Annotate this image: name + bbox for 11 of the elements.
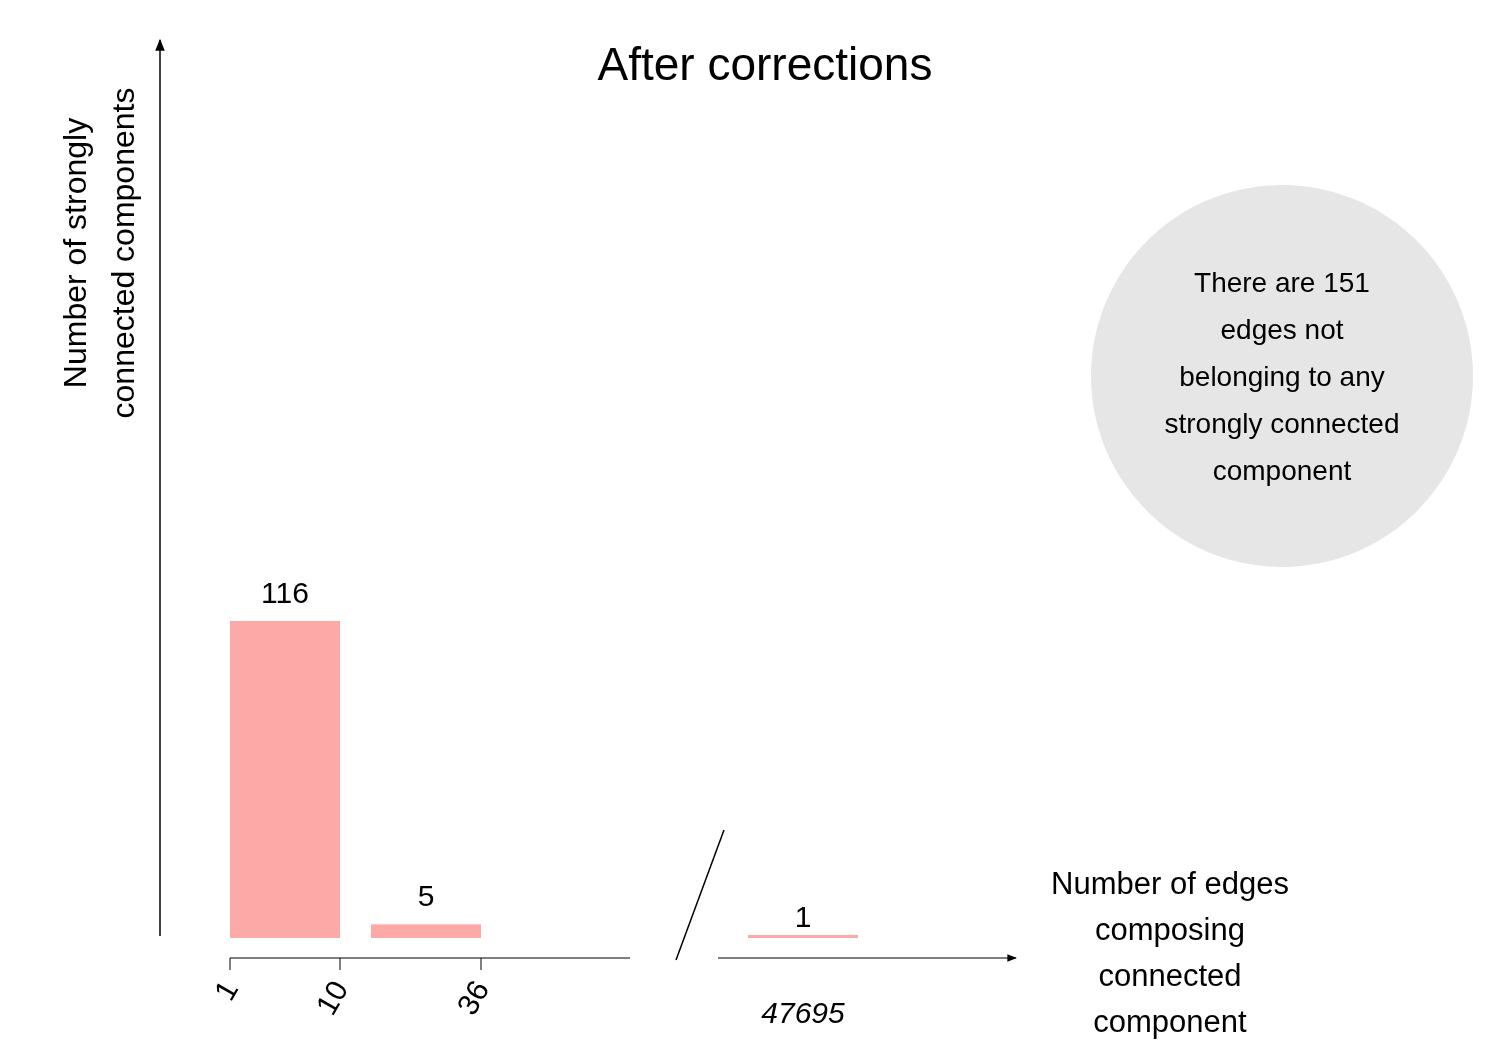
text: 10 <box>309 974 355 1021</box>
data-label: 116 <box>261 576 309 609</box>
text: There are 151 edges not belonging to any strongly connected component <box>1164 267 1400 486</box>
text: 36 <box>450 974 496 1021</box>
data-label: 5 <box>417 879 435 913</box>
x-tick-label: 47695 <box>761 996 846 1029</box>
text: Number of strongly connected components <box>57 87 141 419</box>
text: Number of edges composing connected component <box>1051 866 1289 1039</box>
text: 1 <box>207 974 245 1006</box>
chart-title: After corrections <box>597 38 933 90</box>
data-label: 1 <box>794 900 812 933</box>
